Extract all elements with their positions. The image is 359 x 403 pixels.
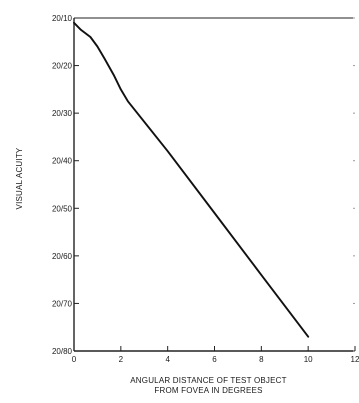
y-tick-label: 20/20	[52, 62, 73, 71]
y-ticks: 20/10 20/20 20/30 20/40 20/50 20/60 20/70 20/80	[52, 14, 355, 356]
x-axis-title-line-1: ANGULAR DISTANCE OF TEST OBJECT	[130, 376, 286, 385]
y-tick-label: 20/30	[52, 109, 73, 118]
y-tick-label: 20/60	[52, 252, 73, 261]
x-tick-label: 2	[119, 355, 124, 364]
x-tick-label: 4	[165, 355, 170, 364]
axes	[73, 17, 355, 352]
x-tick-label: 0	[72, 355, 77, 364]
y-tick-label: 20/70	[52, 299, 73, 308]
y-axis-title: VISUAL ACUITY	[15, 147, 24, 209]
x-tick-label: 10	[304, 355, 313, 364]
x-tick-label: 6	[212, 355, 217, 364]
y-tick-label: 20/10	[52, 14, 73, 23]
series-line	[73, 21, 310, 338]
x-ticks: 0 2 4 6 8 10 12	[72, 346, 359, 364]
x-tick-label: 12	[351, 355, 359, 364]
series	[73, 21, 310, 338]
x-axis-title-line-2: FROM FOVEA IN DEGREES	[154, 386, 262, 395]
y-tick-label: 20/50	[52, 204, 73, 213]
x-tick-label: 8	[259, 355, 264, 364]
y-tick-label: 20/80	[52, 347, 73, 356]
y-tick-label: 20/40	[52, 157, 73, 166]
